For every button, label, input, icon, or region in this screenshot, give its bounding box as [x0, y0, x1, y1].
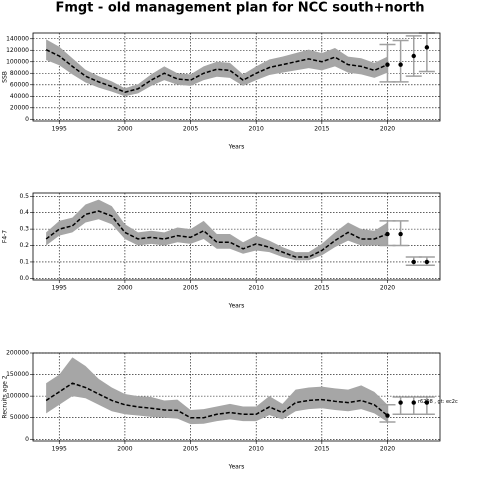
y-tick-label: 0.2	[19, 242, 29, 249]
y-tick-label: 120000	[6, 47, 29, 54]
x-tick-label: 2015	[314, 126, 329, 133]
confidence-band	[46, 39, 388, 97]
y-tick-label: 0.0	[19, 275, 29, 282]
y-tick-label: 50000	[10, 414, 29, 421]
projection-point	[411, 400, 416, 405]
confidence-band	[46, 357, 388, 425]
x-tick-label: 2020	[380, 446, 395, 453]
x-axis-title: Years	[228, 464, 245, 471]
y-tick-label: 40000	[10, 93, 29, 100]
y-tick-label: 60000	[10, 81, 29, 88]
y-tick-label: 100000	[6, 58, 29, 65]
projection-point	[411, 259, 416, 265]
x-tick-label: 2010	[249, 126, 264, 133]
y-axis-title: SSB	[2, 71, 9, 83]
y-tick-label: 140000	[6, 35, 29, 42]
median-line	[45, 210, 388, 258]
y-tick-label: 0.1	[19, 258, 29, 265]
projection-point	[424, 259, 430, 265]
y-tick-label: 20000	[10, 104, 29, 111]
x-tick-label: 2010	[249, 446, 264, 453]
x-tick-label: 2000	[117, 285, 132, 292]
projection-point	[398, 231, 403, 237]
x-tick-label: 1995	[52, 285, 67, 292]
y-tick-label: 150000	[6, 371, 29, 378]
x-tick-label: 2000	[117, 126, 132, 133]
plot-frame	[32, 192, 441, 281]
y-axis-title: F4-7	[2, 230, 9, 243]
plot-frame	[32, 352, 441, 442]
x-tick-label: 2005	[183, 446, 198, 453]
y-tick-label: 0	[25, 436, 29, 443]
y-tick-label: 100000	[6, 393, 29, 400]
projection-point	[398, 62, 403, 67]
median-line	[45, 49, 388, 94]
projection-point	[424, 400, 430, 405]
projection-point	[385, 413, 390, 418]
y-tick-label: 200000	[6, 350, 29, 357]
y-tick-label: 80000	[10, 70, 29, 77]
x-tick-label: 2020	[380, 126, 395, 133]
plot-frame	[32, 32, 441, 122]
projection-point	[411, 53, 416, 59]
projection-point	[385, 62, 390, 67]
x-tick-label: 2015	[314, 446, 329, 453]
projection-point	[385, 231, 390, 237]
x-tick-label: 1995	[52, 446, 67, 453]
x-tick-label: 2005	[183, 285, 198, 292]
x-tick-label: 2005	[183, 126, 198, 133]
x-tick-label: 1995	[52, 126, 67, 133]
x-tick-label: 2020	[380, 285, 395, 292]
x-axis-title: Years	[228, 303, 245, 310]
x-tick-label: 2015	[314, 285, 329, 292]
y-tick-label: 0.5	[19, 193, 29, 200]
x-axis-title: Years	[228, 144, 245, 151]
confidence-band	[46, 199, 388, 261]
y-axis-title: Recruits age 2	[2, 375, 9, 418]
projection-point	[398, 400, 403, 405]
y-tick-label: 0.4	[19, 209, 29, 216]
x-tick-label: 2010	[249, 285, 264, 292]
chart-title: Fmgt - old management plan for NCC south…	[55, 1, 424, 16]
y-tick-label: 0.3	[19, 226, 29, 233]
x-tick-label: 2000	[117, 446, 132, 453]
projection-point	[424, 45, 430, 50]
y-tick-label: 0	[25, 116, 29, 123]
annotation: r6208 , gt: ec2c	[418, 399, 458, 405]
median-line	[45, 382, 388, 419]
